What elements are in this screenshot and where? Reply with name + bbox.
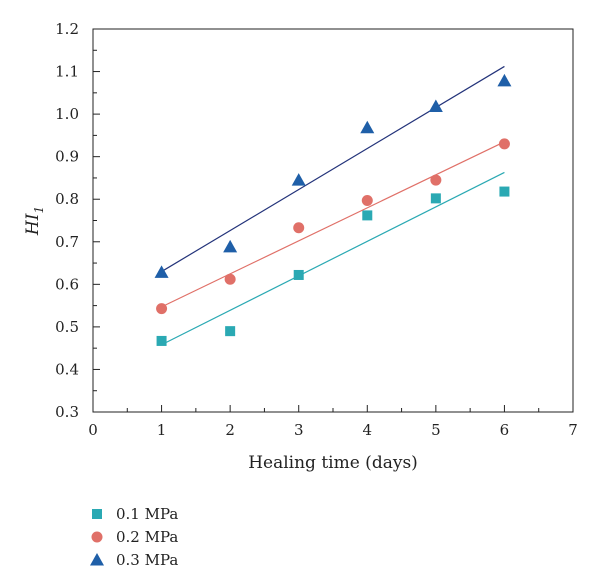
y-tick-label-0.5: 0.5 <box>55 318 79 336</box>
ticks-layer: 0 1 2 3 4 5 6 7 0.3 0.4 0.5 0.6 0.7 0.8 0.9 1.0 1.1 1.2 <box>55 20 578 439</box>
legend-item: 0.2 MPa <box>91 528 178 546</box>
data-point <box>291 173 306 186</box>
legend-item: 0.3 MPa <box>90 551 178 569</box>
plot-frame <box>92 28 574 413</box>
x-tick-label-5: 5 <box>431 421 441 439</box>
data-point <box>498 138 510 150</box>
x-tick-label-4: 4 <box>363 421 373 439</box>
data-point <box>156 303 168 315</box>
x-tick-label-6: 6 <box>500 421 510 439</box>
y-tick-label-1.0: 1.0 <box>55 105 79 123</box>
y-tick-label-0.7: 0.7 <box>55 233 79 251</box>
data-point <box>360 120 375 134</box>
fit-line <box>161 65 505 273</box>
data-point <box>499 186 510 197</box>
data-point <box>154 265 169 278</box>
x-tick-label-1: 1 <box>157 421 167 439</box>
data-point <box>430 193 441 204</box>
data-point <box>361 194 373 206</box>
y-tick-label-1.1: 1.1 <box>55 63 79 81</box>
plot-area: 0 1 2 3 4 5 6 7 0.3 0.4 0.5 0.6 0.7 0.8 0.9 1.0 1.1 1.2 <box>55 20 578 439</box>
y-axis-title-main: HI <box>23 213 43 236</box>
x-tick-label-0: 0 <box>88 421 98 439</box>
legend-label: 0.1 MPa <box>116 505 178 523</box>
legend-marker <box>90 553 104 566</box>
series-0-1-mpa <box>156 171 510 346</box>
legend: 0.1 MPa 0.2 MPa 0.3 MPa <box>90 505 178 569</box>
data-point <box>362 210 373 221</box>
series-0-3-mpa <box>154 65 512 278</box>
y-tick-label-1.2: 1.2 <box>55 20 79 38</box>
x-tick-label-7: 7 <box>568 421 578 439</box>
legend-marker <box>91 531 103 543</box>
fit-line <box>161 141 505 308</box>
data-point <box>293 222 305 234</box>
y-tick-label-0.4: 0.4 <box>55 360 79 378</box>
data-point <box>156 335 167 346</box>
data-point <box>224 273 236 285</box>
data-point <box>497 73 512 87</box>
x-axis-title: Healing time (days) <box>248 453 418 473</box>
series-0-2-mpa <box>156 138 510 315</box>
y-axis-title-subscript: 1 <box>32 206 46 214</box>
y-tick-label-0.6: 0.6 <box>55 275 79 293</box>
data-point <box>430 174 442 186</box>
y-tick-label-0.3: 0.3 <box>55 403 79 421</box>
data-point <box>428 99 443 112</box>
fit-line <box>161 171 505 346</box>
legend-label: 0.2 MPa <box>116 528 178 546</box>
y-axis-title: HI1 <box>23 206 46 236</box>
x-tick-label-2: 2 <box>225 421 235 439</box>
data-point <box>223 239 238 253</box>
data-point <box>225 326 236 337</box>
legend-label: 0.3 MPa <box>116 551 178 569</box>
legend-marker <box>92 509 102 519</box>
series-layer <box>154 65 512 346</box>
x-tick-label-3: 3 <box>294 421 304 439</box>
y-tick-label-0.8: 0.8 <box>55 190 79 208</box>
y-tick-label-0.9: 0.9 <box>55 148 79 166</box>
legend-item: 0.1 MPa <box>92 505 178 523</box>
data-point <box>293 269 304 280</box>
